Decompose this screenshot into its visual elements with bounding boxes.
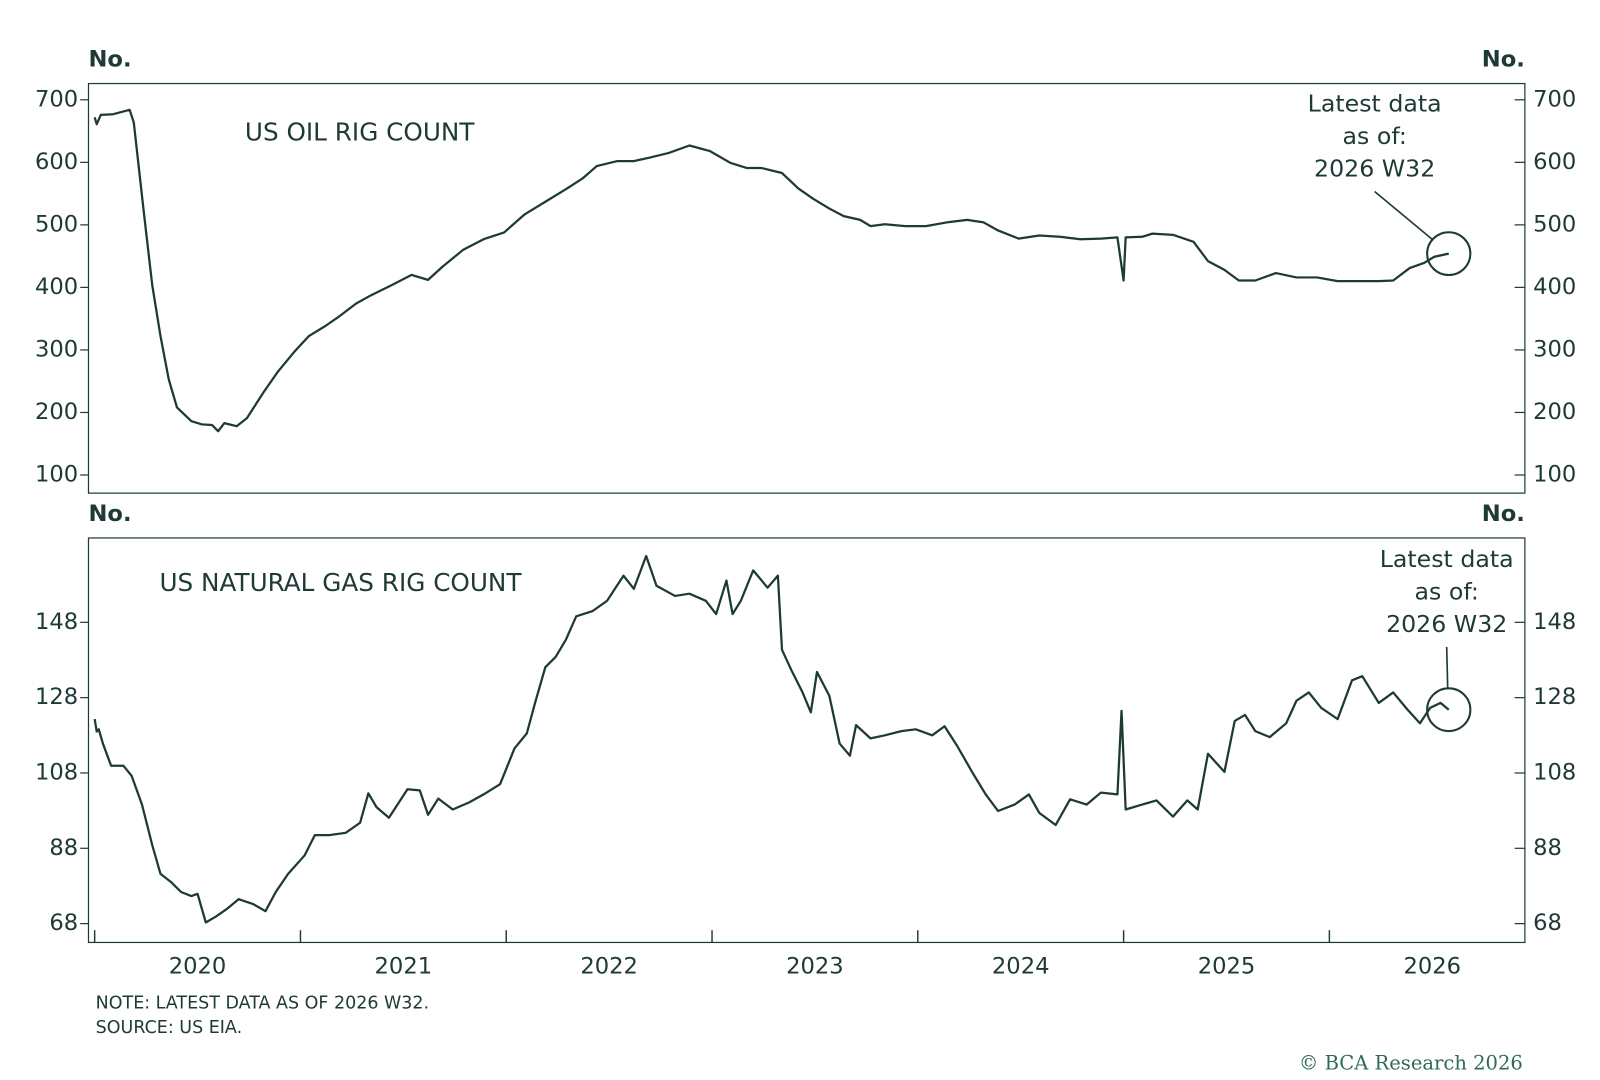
annotation-leader	[1374, 190, 1433, 240]
x-tick-label: 2020	[169, 953, 227, 979]
annotation: 2026 W32	[1314, 155, 1435, 183]
y-tick-label: 700	[35, 86, 78, 112]
y2-tick-label: 700	[1533, 86, 1576, 112]
latest-marker	[1426, 687, 1472, 733]
panel-title: US NATURAL GAS RIG COUNT	[159, 568, 522, 597]
y-tick-label: 200	[35, 399, 78, 425]
y-tick-label: 500	[35, 211, 78, 237]
annotation: Latest data	[1308, 90, 1442, 118]
y2-tick-label: 600	[1533, 149, 1576, 175]
y2-tick-label: 148	[1533, 609, 1576, 635]
y2-tick-label: 400	[1533, 274, 1576, 300]
y-tick-label: 68	[49, 910, 78, 936]
y2-tick-label: 300	[1533, 337, 1576, 363]
x-tick-label: 2025	[1198, 953, 1256, 979]
latest-marker	[1426, 231, 1472, 277]
y-tick-label: 300	[35, 337, 78, 363]
annotation: as of:	[1415, 578, 1479, 606]
y-tick-label: 128	[35, 684, 78, 710]
x-tick-label: 2023	[786, 953, 844, 979]
y-tick-label: 148	[35, 609, 78, 635]
annotation: Latest data	[1380, 545, 1514, 573]
series-line	[93, 554, 1450, 924]
y2-axis-unit: No.	[1482, 501, 1525, 527]
copyright: © BCA Research 2026	[1299, 1052, 1523, 1075]
y2-tick-label: 100	[1533, 462, 1576, 488]
x-tick-label: 2022	[580, 953, 638, 979]
y2-tick-label: 108	[1533, 760, 1576, 786]
annotation: 2026 W32	[1386, 610, 1507, 638]
y-tick-label: 108	[35, 760, 78, 786]
note: NOTE: LATEST DATA AS OF 2026 W32.	[96, 994, 429, 1014]
y-axis-unit: No.	[88, 501, 131, 527]
x-tick-label: 2021	[375, 953, 433, 979]
y2-tick-label: 68	[1533, 910, 1562, 936]
annotation: as of:	[1343, 122, 1407, 150]
plot-frame	[87, 537, 1526, 944]
annotation-leader	[1445, 646, 1449, 689]
x-tick-label: 2024	[992, 953, 1050, 979]
panel-title: US OIL RIG COUNT	[245, 118, 476, 147]
y-tick-label: 88	[49, 835, 78, 861]
y-tick-label: 100	[35, 462, 78, 488]
y-tick-label: 400	[35, 274, 78, 300]
y2-tick-label: 200	[1533, 399, 1576, 425]
y-axis-unit: No.	[88, 47, 131, 73]
y2-tick-label: 128	[1533, 684, 1576, 710]
series-line	[93, 108, 1449, 433]
y-tick-label: 600	[35, 149, 78, 175]
x-tick-label: 2026	[1403, 953, 1461, 979]
y2-tick-label: 88	[1533, 835, 1562, 861]
plot-frame	[87, 82, 1526, 494]
source: SOURCE: US EIA.	[96, 1018, 242, 1038]
y2-tick-label: 500	[1533, 211, 1576, 237]
y2-axis-unit: No.	[1482, 47, 1525, 73]
